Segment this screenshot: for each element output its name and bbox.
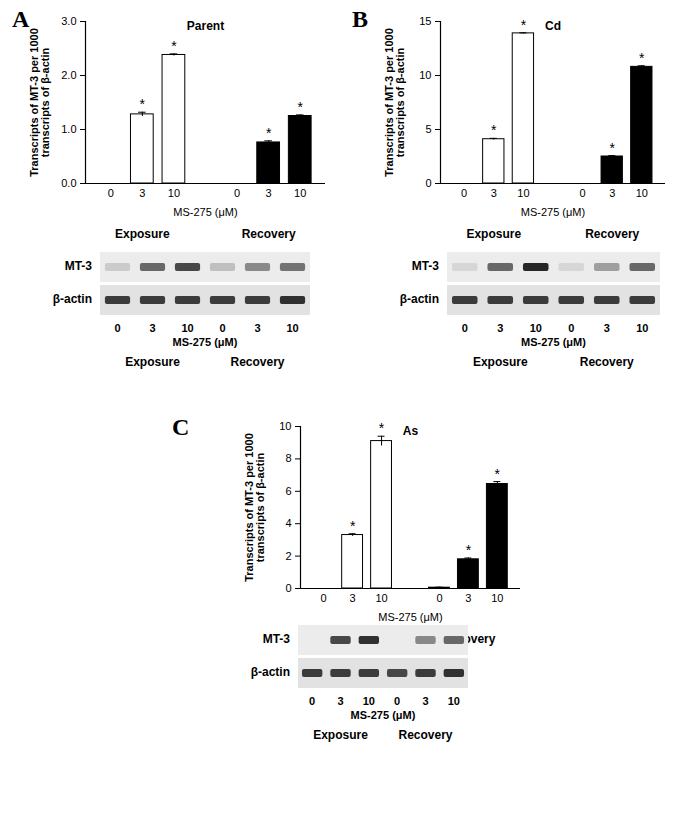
svg-text:MS-275 (μM): MS-275 (μM)	[173, 336, 238, 348]
svg-text:0: 0	[425, 177, 431, 189]
svg-text:*: *	[266, 125, 272, 141]
svg-text:3: 3	[497, 322, 503, 334]
svg-text:0: 0	[321, 592, 327, 604]
svg-text:10: 10	[181, 322, 193, 334]
svg-text:As: As	[403, 424, 419, 438]
svg-text:3: 3	[609, 187, 615, 199]
svg-text:*: *	[521, 17, 527, 33]
svg-text:3: 3	[465, 592, 471, 604]
svg-text:Recovery: Recovery	[398, 728, 452, 742]
svg-text:4: 4	[285, 517, 291, 529]
svg-text:*: *	[171, 38, 177, 54]
svg-text:β-actin: β-actin	[400, 292, 439, 306]
svg-text:3: 3	[139, 187, 145, 199]
svg-text:Transcripts of MT-3 per 1000tr: Transcripts of MT-3 per 1000transcripts …	[243, 433, 266, 582]
svg-text:MT-3: MT-3	[65, 259, 93, 273]
svg-text:2: 2	[285, 550, 291, 562]
svg-text:10: 10	[286, 322, 298, 334]
html-text:C: C	[172, 414, 190, 440]
svg-text:3: 3	[254, 322, 260, 334]
svg-text:*: *	[298, 99, 304, 115]
html-text:B: B	[352, 6, 368, 32]
svg-text:0: 0	[108, 187, 114, 199]
svg-text:3: 3	[337, 695, 343, 707]
svg-text:3: 3	[266, 187, 272, 199]
svg-text:0: 0	[285, 582, 291, 594]
svg-text:1.0: 1.0	[61, 123, 76, 135]
svg-text:10: 10	[636, 322, 648, 334]
svg-text:0: 0	[114, 322, 120, 334]
svg-text:MS-275 (μM): MS-275 (μM)	[173, 206, 237, 218]
svg-text:*: *	[466, 542, 472, 558]
svg-text:MS-275 (μM): MS-275 (μM)	[521, 206, 585, 218]
svg-text:10: 10	[517, 187, 529, 199]
svg-text:6: 6	[285, 485, 291, 497]
svg-text:*: *	[350, 518, 356, 534]
svg-text:β-actin: β-actin	[53, 292, 92, 306]
svg-text:Exposure: Exposure	[473, 355, 528, 369]
svg-text:Recovery: Recovery	[242, 227, 296, 241]
svg-text:0: 0	[580, 187, 586, 199]
svg-text:3.0: 3.0	[61, 15, 76, 27]
svg-text:10: 10	[530, 322, 542, 334]
svg-text:10: 10	[168, 187, 180, 199]
svg-text:Recovery: Recovery	[580, 355, 634, 369]
svg-text:5: 5	[425, 123, 431, 135]
svg-text:10: 10	[363, 695, 375, 707]
svg-text:8: 8	[285, 452, 291, 464]
svg-text:3: 3	[491, 187, 497, 199]
svg-text:0: 0	[219, 322, 225, 334]
svg-text:10: 10	[294, 187, 306, 199]
svg-text:Exposure: Exposure	[115, 227, 170, 241]
svg-text:Cd: Cd	[545, 19, 561, 33]
svg-text:*: *	[140, 96, 146, 112]
svg-text:MT-3: MT-3	[412, 259, 440, 273]
html-text:A: A	[12, 6, 30, 32]
svg-text:Exposure: Exposure	[125, 355, 180, 369]
svg-text:0: 0	[462, 322, 468, 334]
svg-text:Transcripts of MT-3 per 1000tr: Transcripts of MT-3 per 1000transcripts …	[383, 28, 406, 177]
svg-text:*: *	[639, 50, 645, 66]
svg-text:Recovery: Recovery	[441, 632, 496, 646]
svg-text:Exposure: Exposure	[313, 728, 368, 742]
svg-text:0.0: 0.0	[61, 177, 76, 189]
svg-text:0: 0	[394, 695, 400, 707]
svg-text:Parent: Parent	[187, 19, 224, 33]
svg-text:0: 0	[461, 187, 467, 199]
svg-text:β-actin: β-actin	[251, 665, 290, 679]
svg-text:0: 0	[568, 322, 574, 334]
svg-text:10: 10	[279, 420, 291, 432]
svg-text:10: 10	[419, 69, 431, 81]
svg-text:2.0: 2.0	[61, 69, 76, 81]
svg-text:*: *	[379, 420, 385, 436]
svg-text:3: 3	[350, 592, 356, 604]
svg-text:0: 0	[309, 695, 315, 707]
svg-text:0: 0	[436, 592, 442, 604]
svg-text:Recovery: Recovery	[585, 227, 639, 241]
svg-text:0: 0	[234, 187, 240, 199]
svg-text:Recovery: Recovery	[230, 355, 284, 369]
svg-text:10: 10	[448, 695, 460, 707]
svg-text:MS-275 (μM): MS-275 (μM)	[351, 709, 416, 721]
svg-text:MS-275 (μM): MS-275 (μM)	[378, 611, 442, 623]
svg-text:10: 10	[636, 187, 648, 199]
svg-text:3: 3	[149, 322, 155, 334]
svg-text:10: 10	[375, 592, 387, 604]
svg-text:3: 3	[422, 695, 428, 707]
svg-text:*: *	[491, 122, 497, 138]
svg-text:15: 15	[419, 15, 431, 27]
svg-text:10: 10	[491, 592, 503, 604]
svg-text:*: *	[609, 140, 615, 156]
svg-text:MT-3: MT-3	[263, 632, 291, 646]
svg-text:MS-275 (μM): MS-275 (μM)	[521, 336, 586, 348]
svg-text:Exposure: Exposure	[466, 227, 521, 241]
svg-text:Transcripts of MT-3 per 1000tr: Transcripts of MT-3 per 1000transcripts …	[28, 28, 51, 177]
svg-text:*: *	[495, 466, 501, 482]
svg-text:3: 3	[604, 322, 610, 334]
